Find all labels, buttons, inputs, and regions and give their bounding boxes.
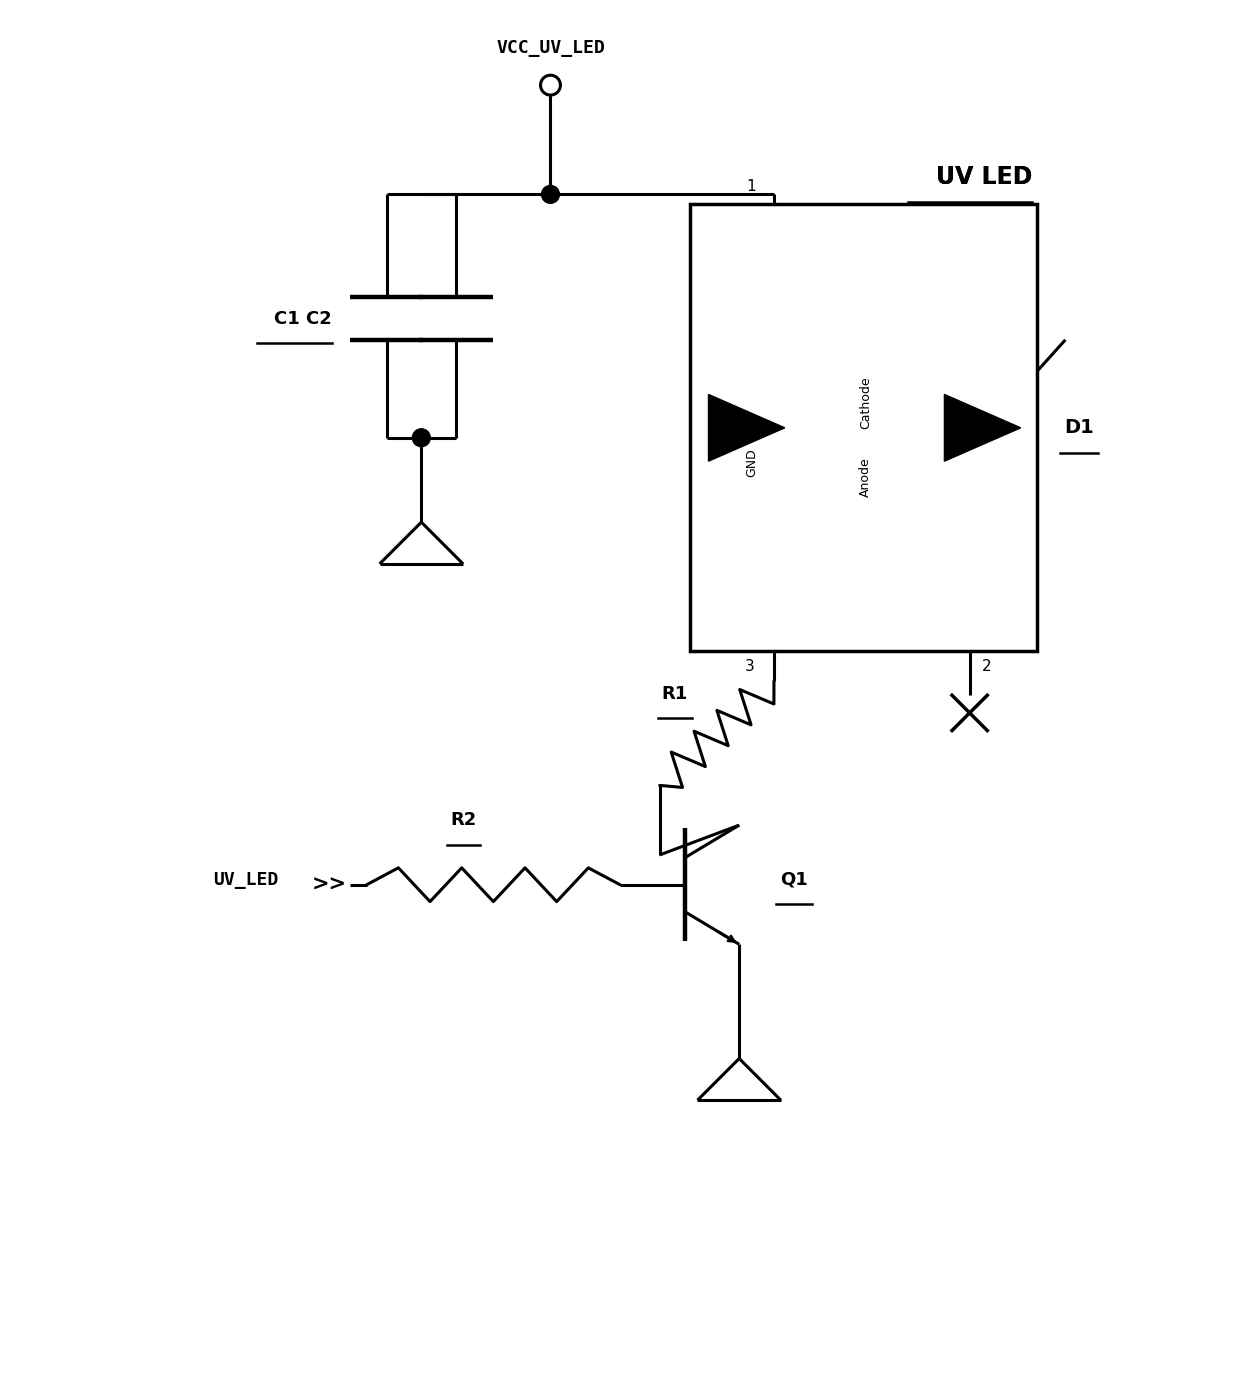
Polygon shape — [945, 395, 1021, 462]
Text: UV_LED: UV_LED — [213, 871, 278, 889]
Polygon shape — [708, 395, 785, 462]
Text: VCC_UV_LED: VCC_UV_LED — [496, 39, 605, 57]
Text: UV LED: UV LED — [936, 166, 1032, 189]
Text: GND: GND — [745, 448, 758, 477]
Text: Q1: Q1 — [780, 871, 807, 889]
Text: Anode: Anode — [859, 458, 872, 498]
Text: 3: 3 — [744, 659, 754, 675]
Text: >>: >> — [312, 875, 347, 894]
Circle shape — [413, 428, 430, 447]
Text: Cathode: Cathode — [859, 377, 872, 430]
Text: UV LED: UV LED — [936, 166, 1032, 189]
Circle shape — [541, 75, 560, 95]
Text: R2: R2 — [450, 811, 476, 829]
Bar — [689, 204, 1037, 651]
Text: R1: R1 — [661, 684, 688, 702]
Text: 1: 1 — [746, 179, 756, 195]
Text: 2: 2 — [982, 659, 991, 675]
Text: C1 C2: C1 C2 — [274, 310, 332, 327]
Text: D1: D1 — [1064, 419, 1094, 437]
Circle shape — [542, 185, 559, 203]
